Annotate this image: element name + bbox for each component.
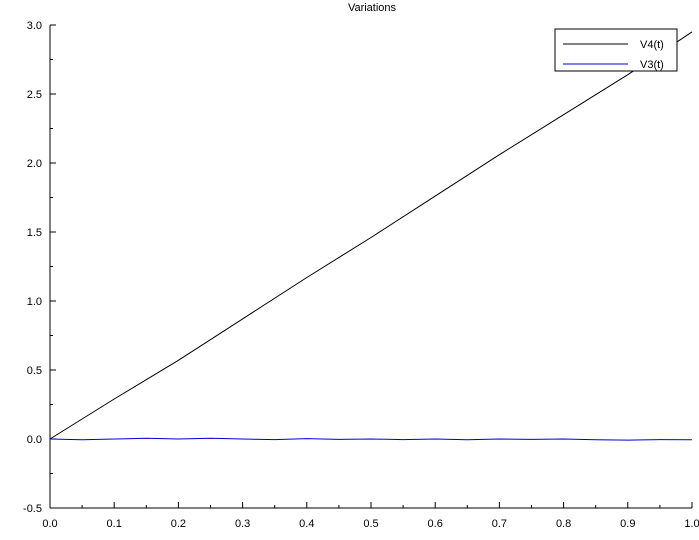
y-tick-label: -0.5 <box>23 503 42 515</box>
x-tick-label: 0.5 <box>363 518 378 530</box>
y-tick-label: 1.5 <box>27 227 42 239</box>
legend: V4(t) V3(t) <box>554 28 678 72</box>
axes: 0.0 0.1 0.2 0.3 0.4 0.5 0.6 0.7 0.8 0.9 1.0-0.50.0… <box>23 20 699 530</box>
x-tick-label: 0.6 <box>428 518 443 530</box>
y-tick-label: 2.0 <box>27 158 42 170</box>
y-tick-label: 0.0 <box>27 434 42 446</box>
series-layer <box>49 31 693 441</box>
series-line-v4t <box>49 31 693 440</box>
x-tick-label: 0.1 <box>107 518 122 530</box>
x-tick-label: 0.7 <box>492 518 507 530</box>
x-tick-label: 0.2 <box>171 518 186 530</box>
x-tick-label: 0.0 <box>42 518 57 530</box>
x-tick-label: 0.8 <box>556 518 571 530</box>
y-tick-label: 0.5 <box>27 365 42 377</box>
y-tick-label: 3.0 <box>27 20 42 32</box>
legend-label: V4(t) <box>640 39 664 51</box>
series-line-v3t <box>49 437 693 441</box>
y-tick-label: 2.5 <box>27 89 42 101</box>
x-tick-label: 0.3 <box>235 518 250 530</box>
legend-label: V3(t) <box>640 59 664 71</box>
x-tick-label: 0.4 <box>299 518 314 530</box>
x-tick-label: 0.9 <box>620 518 635 530</box>
y-tick-label: 1.0 <box>27 296 42 308</box>
chart-title: Variations <box>348 2 397 14</box>
x-tick-label: 1.0 <box>684 518 699 530</box>
